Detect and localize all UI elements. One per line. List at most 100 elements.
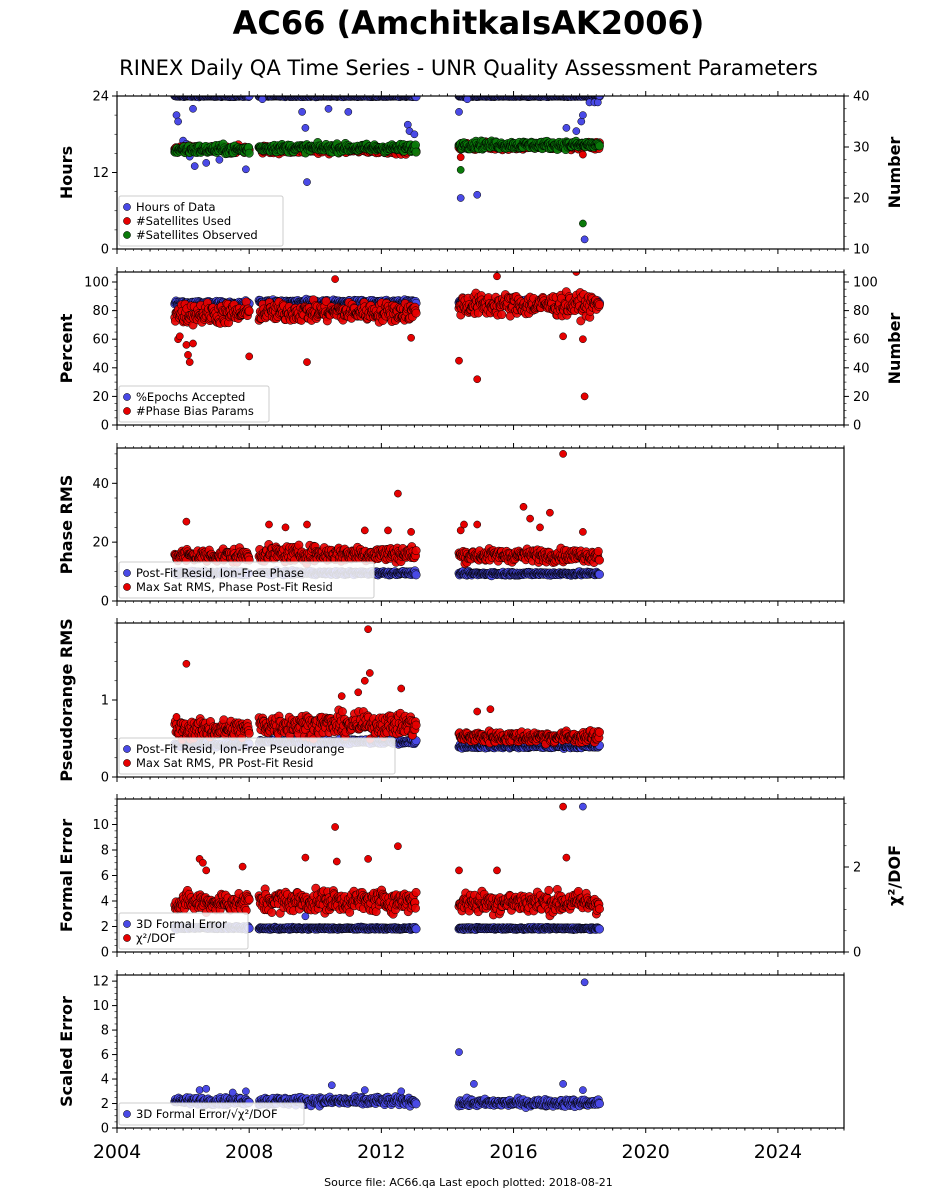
- data-point: [182, 517, 191, 526]
- data-point: [303, 358, 311, 366]
- y-tick-label: 24: [92, 90, 109, 105]
- data-point: [303, 178, 311, 186]
- data-point: [595, 300, 604, 310]
- data-point: [580, 392, 589, 401]
- y-tick-label: 12: [92, 166, 109, 181]
- y-tick-label: 0: [101, 419, 109, 434]
- data-point: [172, 111, 181, 119]
- legend-label: #Satellites Used: [136, 214, 231, 228]
- y-tick-label: 60: [92, 333, 109, 348]
- data-point: [497, 310, 507, 320]
- data-point: [579, 150, 587, 159]
- legend-label: #Phase Bias Params: [136, 404, 254, 418]
- y-tick-label: 0: [101, 243, 109, 258]
- y2-tick-label: 60: [853, 333, 870, 348]
- data-point: [593, 98, 602, 107]
- legend-marker: [123, 393, 131, 401]
- y2-tick-label: 100: [853, 276, 878, 291]
- data-point: [456, 166, 465, 174]
- data-point: [303, 520, 311, 529]
- data-point: [384, 526, 392, 535]
- y2-tick-label: 80: [853, 304, 870, 319]
- legend-marker: [123, 217, 131, 225]
- data-point: [463, 96, 472, 104]
- data-point: [175, 332, 184, 341]
- data-point: [331, 275, 339, 283]
- data-point: [572, 127, 581, 135]
- y2-tick-label: 20: [853, 390, 870, 405]
- y-axis-label: Percent: [57, 313, 76, 383]
- y-tick-label: 40: [92, 361, 109, 376]
- data-point: [394, 489, 402, 498]
- legend-box: [118, 385, 270, 423]
- page-subtitle: RINEX Daily QA Time Series - UNR Quality…: [119, 56, 818, 80]
- data-point: [579, 111, 587, 119]
- y-tick-label: 80: [92, 304, 109, 319]
- legend-marker: [123, 231, 131, 239]
- legend: Hours of Data#Satellites Used#Satellites…: [118, 195, 284, 247]
- data-point: [242, 165, 250, 174]
- series-blue: [170, 96, 604, 244]
- y2-tick-label: 10: [853, 243, 870, 258]
- data-point: [455, 356, 463, 365]
- y-axis-label: Hours: [57, 146, 76, 199]
- data-point: [546, 508, 554, 517]
- plot-area: [170, 96, 604, 244]
- legend-label: #Satellites Observed: [136, 228, 258, 242]
- legend-box: [118, 195, 284, 247]
- data-point: [174, 117, 182, 126]
- series-green: [170, 136, 604, 228]
- data-point: [595, 569, 604, 579]
- data-point: [562, 124, 571, 132]
- series-red: [170, 272, 604, 401]
- legend: %Epochs Accepted#Phase Bias Params: [118, 385, 270, 423]
- data-point: [258, 96, 267, 104]
- data-point: [456, 194, 465, 202]
- data-point: [244, 96, 254, 101]
- y2-tick-label: 20: [853, 192, 870, 207]
- data-point: [411, 546, 421, 556]
- data-point: [411, 308, 421, 318]
- data-point: [360, 526, 369, 535]
- data-point: [579, 219, 587, 228]
- plot-area: [170, 450, 604, 581]
- series-red: [170, 450, 604, 569]
- data-point: [519, 502, 528, 511]
- data-point: [407, 333, 415, 342]
- data-point: [460, 520, 468, 529]
- data-point: [526, 514, 534, 523]
- data-point: [407, 528, 415, 536]
- legend-label: %Epochs Accepted: [136, 390, 245, 404]
- data-point: [579, 528, 587, 536]
- y2-tick-label: 30: [853, 141, 870, 156]
- data-point: [245, 352, 254, 361]
- data-point: [185, 358, 194, 366]
- data-point: [577, 117, 586, 126]
- data-point: [321, 296, 331, 306]
- data-point: [572, 272, 581, 276]
- data-point: [456, 526, 465, 535]
- data-point: [215, 155, 224, 164]
- data-point: [403, 120, 412, 129]
- data-point: [579, 335, 587, 344]
- data-point: [559, 332, 567, 341]
- legend-label: Hours of Data: [136, 200, 216, 214]
- chart-panel-2: 0 20 40 60 80 100 0 20 40 60 80 100 Percent Number %Ep…: [57, 267, 904, 434]
- data-point: [189, 339, 197, 348]
- page-title: AC66 (AmchitkaIsAK2006): [232, 4, 705, 42]
- data-point: [493, 272, 501, 281]
- data-point: [202, 159, 211, 167]
- data-point: [580, 235, 589, 244]
- y2-axis-label: Number: [885, 137, 904, 209]
- data-point: [244, 306, 254, 316]
- data-point: [301, 124, 310, 132]
- data-point: [411, 570, 421, 580]
- y2-tick-label: 0: [853, 419, 861, 434]
- plot-area: [170, 272, 604, 401]
- y-tick-label: 20: [92, 390, 109, 405]
- data-point: [281, 523, 290, 532]
- data-point: [298, 108, 306, 116]
